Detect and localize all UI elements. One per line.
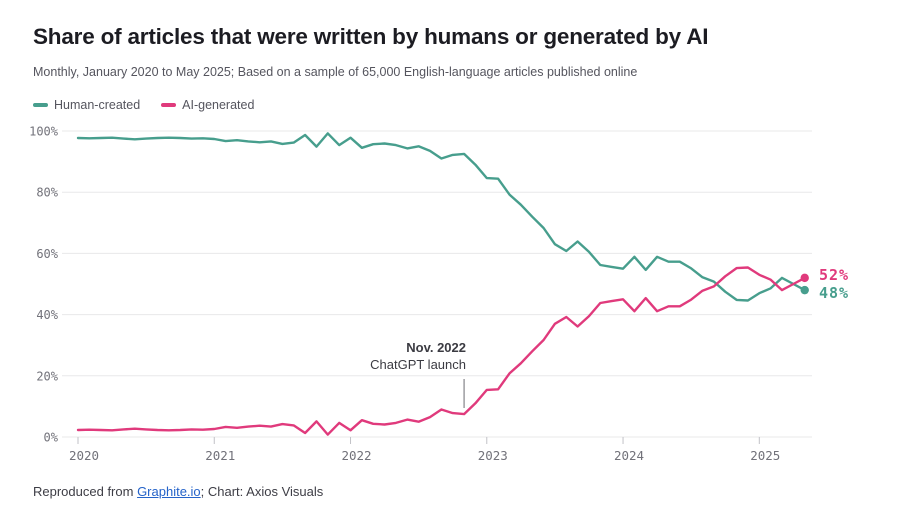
chatgpt-launch-annotation: Nov. 2022 ChatGPT launch bbox=[280, 340, 466, 373]
y-tick-label: 60% bbox=[36, 247, 58, 261]
y-tick-label: 100% bbox=[29, 125, 59, 139]
x-tick-label: 2025 bbox=[750, 448, 780, 463]
legend-item-ai: AI-generated bbox=[161, 98, 254, 112]
ai-series-swatch bbox=[161, 103, 177, 107]
series-end-dot-ai-generated bbox=[800, 273, 809, 283]
x-tick-label: 2020 bbox=[69, 448, 99, 463]
annotation-text: ChatGPT launch bbox=[370, 356, 466, 372]
x-tick-label: 2022 bbox=[341, 448, 371, 463]
x-tick-label: 2023 bbox=[478, 448, 508, 463]
y-tick-label: 20% bbox=[36, 369, 58, 383]
page-title: Share of articles that were written by h… bbox=[33, 24, 709, 49]
series-line-ai-generated bbox=[76, 266, 806, 436]
legend-label-human: Human-created bbox=[54, 98, 141, 112]
human-series-swatch bbox=[33, 103, 48, 107]
line-chart-svg: 0% 20% 40% 60% 80% 100% 2020 2021 2022 2023 2024 20… bbox=[29, 125, 812, 463]
series-end-dot-human-created bbox=[800, 285, 809, 295]
x-tick-label: 2024 bbox=[614, 448, 644, 463]
ai-end-value-label: 52% bbox=[819, 266, 850, 284]
source-credit: Reproduced from Graphite.io; Chart: Axio… bbox=[33, 484, 873, 499]
y-tick-label: 0% bbox=[44, 431, 59, 445]
legend-label-ai: AI-generated bbox=[182, 98, 255, 112]
x-tick-label: 2021 bbox=[205, 448, 235, 463]
chart-legend: Human-created AI-generated bbox=[33, 98, 254, 112]
legend-item-human: Human-created bbox=[33, 98, 140, 112]
graphite-link[interactable]: Graphite.io bbox=[137, 484, 201, 499]
human-end-value-label: 48% bbox=[819, 284, 850, 302]
series-line-human-created bbox=[76, 132, 806, 302]
source-suffix: ; Chart: Axios Visuals bbox=[200, 484, 324, 499]
source-prefix: Reproduced from bbox=[33, 484, 138, 499]
y-tick-label: 80% bbox=[36, 186, 58, 200]
chart-subtitle: Monthly, January 2020 to May 2025; Based… bbox=[33, 65, 638, 79]
y-tick-label: 40% bbox=[36, 308, 58, 322]
line-chart: 0% 20% 40% 60% 80% 100% 2020 2021 2022 2023 2024 20… bbox=[0, 118, 900, 474]
annotation-date: Nov. 2022 bbox=[406, 340, 466, 355]
